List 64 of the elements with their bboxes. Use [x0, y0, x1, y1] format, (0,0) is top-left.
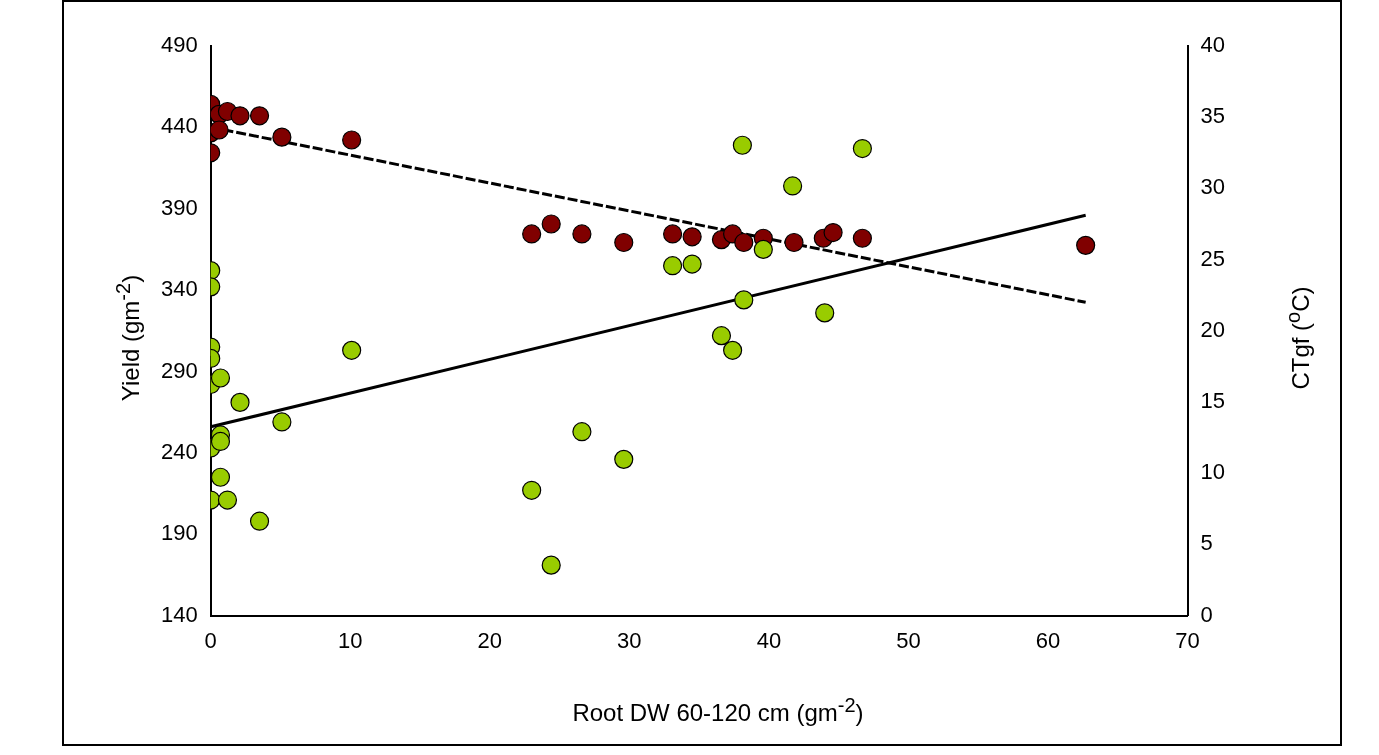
point [272, 412, 292, 432]
y-tick-label: 140 [160, 601, 198, 627]
point [732, 135, 752, 155]
point [753, 239, 773, 260]
y2-tick-label: 35 [1200, 103, 1226, 129]
point [682, 227, 702, 247]
y2-tick-label: 0 [1200, 601, 1213, 627]
point [210, 368, 231, 388]
x-tick-label: 10 [338, 627, 363, 653]
point [1076, 235, 1096, 255]
point [682, 254, 702, 274]
y-tick-label: 290 [160, 357, 198, 383]
y2-tick-label: 25 [1200, 245, 1226, 271]
point [852, 138, 872, 159]
y2-tick-label: 30 [1200, 174, 1226, 200]
point [784, 232, 804, 253]
point [783, 176, 803, 196]
y2-tick-label: 20 [1200, 316, 1226, 342]
point [249, 106, 270, 126]
point [210, 467, 231, 487]
y2-tick-label: 5 [1200, 530, 1213, 556]
point [734, 232, 754, 253]
y-tick-label: 390 [160, 194, 198, 220]
y-tick-label: 440 [160, 113, 198, 139]
x-tick-label: 50 [896, 627, 921, 653]
x-tick-label: 40 [756, 627, 782, 653]
point [210, 120, 229, 140]
point [230, 392, 250, 413]
x-tick-label: 60 [1035, 627, 1061, 653]
point [723, 340, 743, 360]
point [823, 222, 843, 243]
point [522, 224, 542, 244]
point [342, 340, 362, 360]
x-tick-label: 0 [204, 627, 217, 653]
point [734, 290, 754, 310]
point [522, 480, 542, 500]
y-tick-label: 340 [160, 276, 198, 302]
point [230, 106, 250, 126]
x-tick-label: 20 [477, 627, 503, 653]
point [217, 490, 238, 510]
point [572, 224, 592, 244]
point [711, 326, 732, 346]
point [572, 422, 592, 442]
point [614, 449, 634, 469]
point [272, 127, 292, 147]
y-tick-label: 190 [160, 520, 198, 546]
point [852, 228, 872, 248]
point [541, 555, 561, 575]
point [815, 303, 835, 323]
point [342, 130, 362, 150]
x-tick-label: 30 [617, 627, 642, 653]
point [663, 256, 683, 276]
y2-tick-label: 40 [1200, 32, 1226, 58]
point [663, 224, 683, 244]
y2-tick-label: 10 [1200, 459, 1226, 485]
point [614, 232, 634, 253]
point [210, 431, 231, 452]
y-tick-label: 240 [160, 438, 198, 464]
point [541, 214, 561, 234]
x-tick-label: 70 [1175, 627, 1200, 653]
x-axis-title: Root DW 60-120 cm (gm$^{-2}$) [572, 694, 864, 727]
point [249, 511, 270, 531]
y-tick-label: 490 [160, 32, 198, 58]
y2-tick-label: 15 [1200, 388, 1226, 414]
